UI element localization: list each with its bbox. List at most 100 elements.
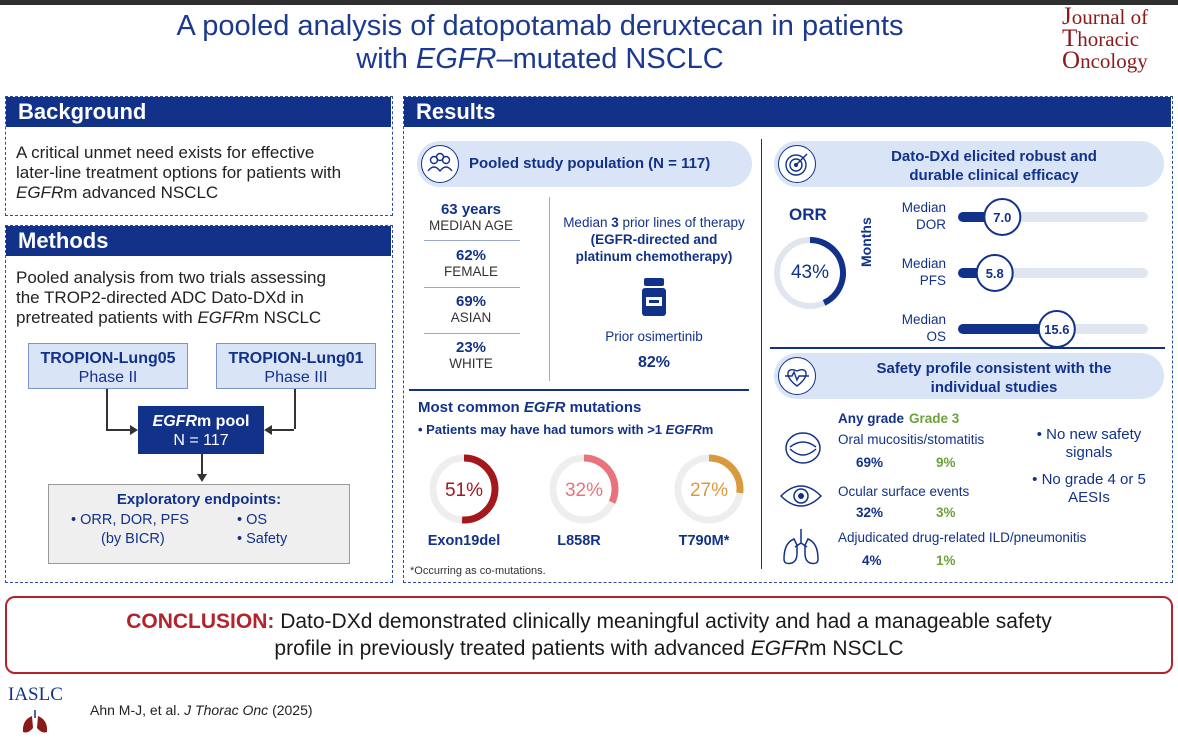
bar-label-metric: DOR [916, 217, 946, 232]
conclusion-line1: CONCLUSION: Dato-DXd demonstrated clinic… [7, 608, 1171, 635]
journal-word3: ncology [1080, 49, 1148, 73]
conclusion-box: CONCLUSION: Dato-DXd demonstrated clinic… [5, 596, 1173, 674]
background-line1: A critical unmet need exists for effecti… [16, 143, 315, 162]
journal-initial-o: O [1062, 47, 1081, 74]
trial-lung01-box: TROPION-Lung01 Phase III [216, 343, 376, 389]
event-ild-g3: 1% [936, 553, 956, 568]
mutations-note-pre: • Patients may have had tumors with >1 [418, 422, 666, 437]
conclusion-egfr: EGFR [750, 637, 810, 660]
title-line1: A pooled analysis of datopotamab deruxte… [176, 10, 904, 42]
stat-sep3 [424, 333, 520, 334]
endpoint-bicr: (by BICR) [101, 531, 165, 547]
background-heading: Background [6, 97, 391, 127]
methods-panel: Methods Pooled analysis from two trials … [5, 225, 393, 583]
bar-value: 7.0 [993, 210, 1011, 225]
bullet2-line2: AESIs [1068, 489, 1110, 506]
orr-label: ORR [789, 205, 827, 224]
background-line2: later-line treatment options for patient… [16, 163, 342, 182]
safety-bullet-no-grade45: • No grade 4 or 5 AESIs [1014, 471, 1164, 507]
results-heading: Results [404, 97, 1171, 127]
people-icon [421, 145, 459, 183]
event-ild-name: Adjudicated drug-related ILD/pneumonitis [838, 530, 1087, 545]
results-panel: Results Pooled study population (N = 117… [403, 96, 1173, 583]
bar-value: 5.8 [986, 266, 1004, 281]
efficacy-heading-line1: Dato-DXd elicited robust and [891, 148, 1097, 165]
background-egfr: EGFR [16, 183, 64, 202]
iaslc-logo: IASLC [8, 684, 68, 742]
citation-authors: Ahn M-J, et al. [90, 702, 185, 718]
safety-bullet-no-new-signals: • No new safety signals [1014, 426, 1164, 462]
prior-lines: Median 3 prior lines of therapy (EGFR-di… [554, 214, 754, 265]
citation: Ahn M-J, et al. J Thorac Onc (2025) [90, 702, 313, 718]
conclusion-text2-pre: profile in previously treated patients w… [274, 637, 751, 660]
median-age-value: 63 years [440, 201, 502, 218]
background-panel: Background A critical unmet need exists … [5, 96, 393, 216]
pool-title: EGFRm pool [138, 412, 264, 431]
methods-line3-pre: pretreated patients with [16, 308, 198, 327]
safety-heading-line2: individual studies [930, 379, 1058, 396]
lungs-icon [780, 525, 822, 574]
event-ocular-g3: 3% [936, 505, 956, 520]
bar-value: 15.6 [1044, 322, 1069, 337]
endpoint-orr-dor-pfs: • ORR, DOR, PFS [71, 512, 189, 528]
bar-value-circle [975, 254, 1014, 292]
event-ild-any: 4% [862, 553, 882, 568]
journal-logo: Journal of Thoracic Oncology [1062, 4, 1178, 74]
page-title: A pooled analysis of datopotamab deruxte… [60, 10, 1020, 76]
bar-label-median: Median [902, 200, 946, 215]
endpoints-title: Exploratory endpoints: [116, 491, 282, 508]
stat-white: 23% WHITE [411, 339, 531, 371]
white-value: 23% [455, 339, 487, 356]
mutations-heading: Most common EGFR mutations [418, 399, 641, 416]
arrow-left-into-pool [130, 425, 138, 435]
bar-fill [958, 324, 1057, 334]
results-vertical-divider [761, 139, 762, 569]
col-grade-3: Grade 3 [909, 411, 960, 426]
efficacy-header: Dato-DXd elicited robust and durable cli… [774, 141, 1164, 187]
mutation-ring-arc [461, 454, 499, 524]
connector-right-across [272, 429, 294, 431]
prior-line1-pre: Median [563, 215, 612, 230]
trial1-phase: Phase II [78, 369, 138, 386]
population-heading-text: Pooled study population (N = 117) [469, 155, 711, 172]
connector-pool-down [201, 454, 203, 476]
bar-value-circle [1037, 310, 1076, 347]
pool-label: m pool [197, 413, 250, 430]
heartbeat-icon [778, 357, 816, 395]
prior-line1-post: prior lines of therapy [618, 215, 745, 230]
bar-label-median: Median [902, 312, 946, 327]
population-bottom-rule [409, 389, 749, 391]
white-label: WHITE [449, 356, 493, 371]
efficacy-heading-text: Dato-DXd elicited robust and durable cli… [834, 147, 1154, 185]
bullet1-line1: • No new safety [1036, 426, 1142, 443]
event-oral-mucositis-name: Oral mucositis/stomatitis [838, 432, 985, 447]
bullet2-line1: • No grade 4 or 5 [1032, 471, 1146, 488]
event-ocular-name: Ocular surface events [838, 484, 970, 499]
methods-heading: Methods [6, 226, 391, 256]
event-ocular-any: 32% [856, 505, 884, 520]
population-header: Pooled study population (N = 117) [417, 141, 752, 187]
mutation-ring-value: 51% [445, 480, 483, 501]
endpoint-safety: • Safety [237, 531, 288, 547]
mutation-ring-value: 32% [565, 480, 603, 501]
bar-label-metric: PFS [920, 273, 946, 288]
safety-heading-text: Safety profile consistent with the indiv… [834, 359, 1154, 397]
mutations-note: • Patients may have had tumors with >1 E… [418, 422, 713, 437]
top-border [0, 0, 1178, 5]
asian-label: ASIAN [450, 310, 492, 325]
trial2-name: TROPION-Lung01 [228, 350, 364, 367]
bullet1-line2: signals [1065, 444, 1113, 461]
stat-sep1 [424, 240, 520, 241]
stat-sep2 [424, 287, 520, 288]
orr-ring [774, 237, 846, 309]
egfrm-pool-box: EGFRm pool N = 117 [138, 406, 264, 454]
asian-value: 69% [455, 293, 487, 310]
conclusion-text1: Dato-DXd demonstrated clinically meaning… [274, 610, 1052, 633]
journal-word2: horacic [1077, 27, 1140, 51]
mutation-ring-arc [583, 454, 619, 504]
pool-egfr: EGFR [152, 413, 197, 430]
methods-line2: the TROP2-directed ADC Dato-DXd in [16, 288, 304, 307]
background-line3: EGFRm advanced NSCLC [16, 183, 386, 203]
citation-journal: J Thorac Onc [184, 702, 269, 718]
event-oral-mucositis-g3: 9% [936, 455, 956, 470]
